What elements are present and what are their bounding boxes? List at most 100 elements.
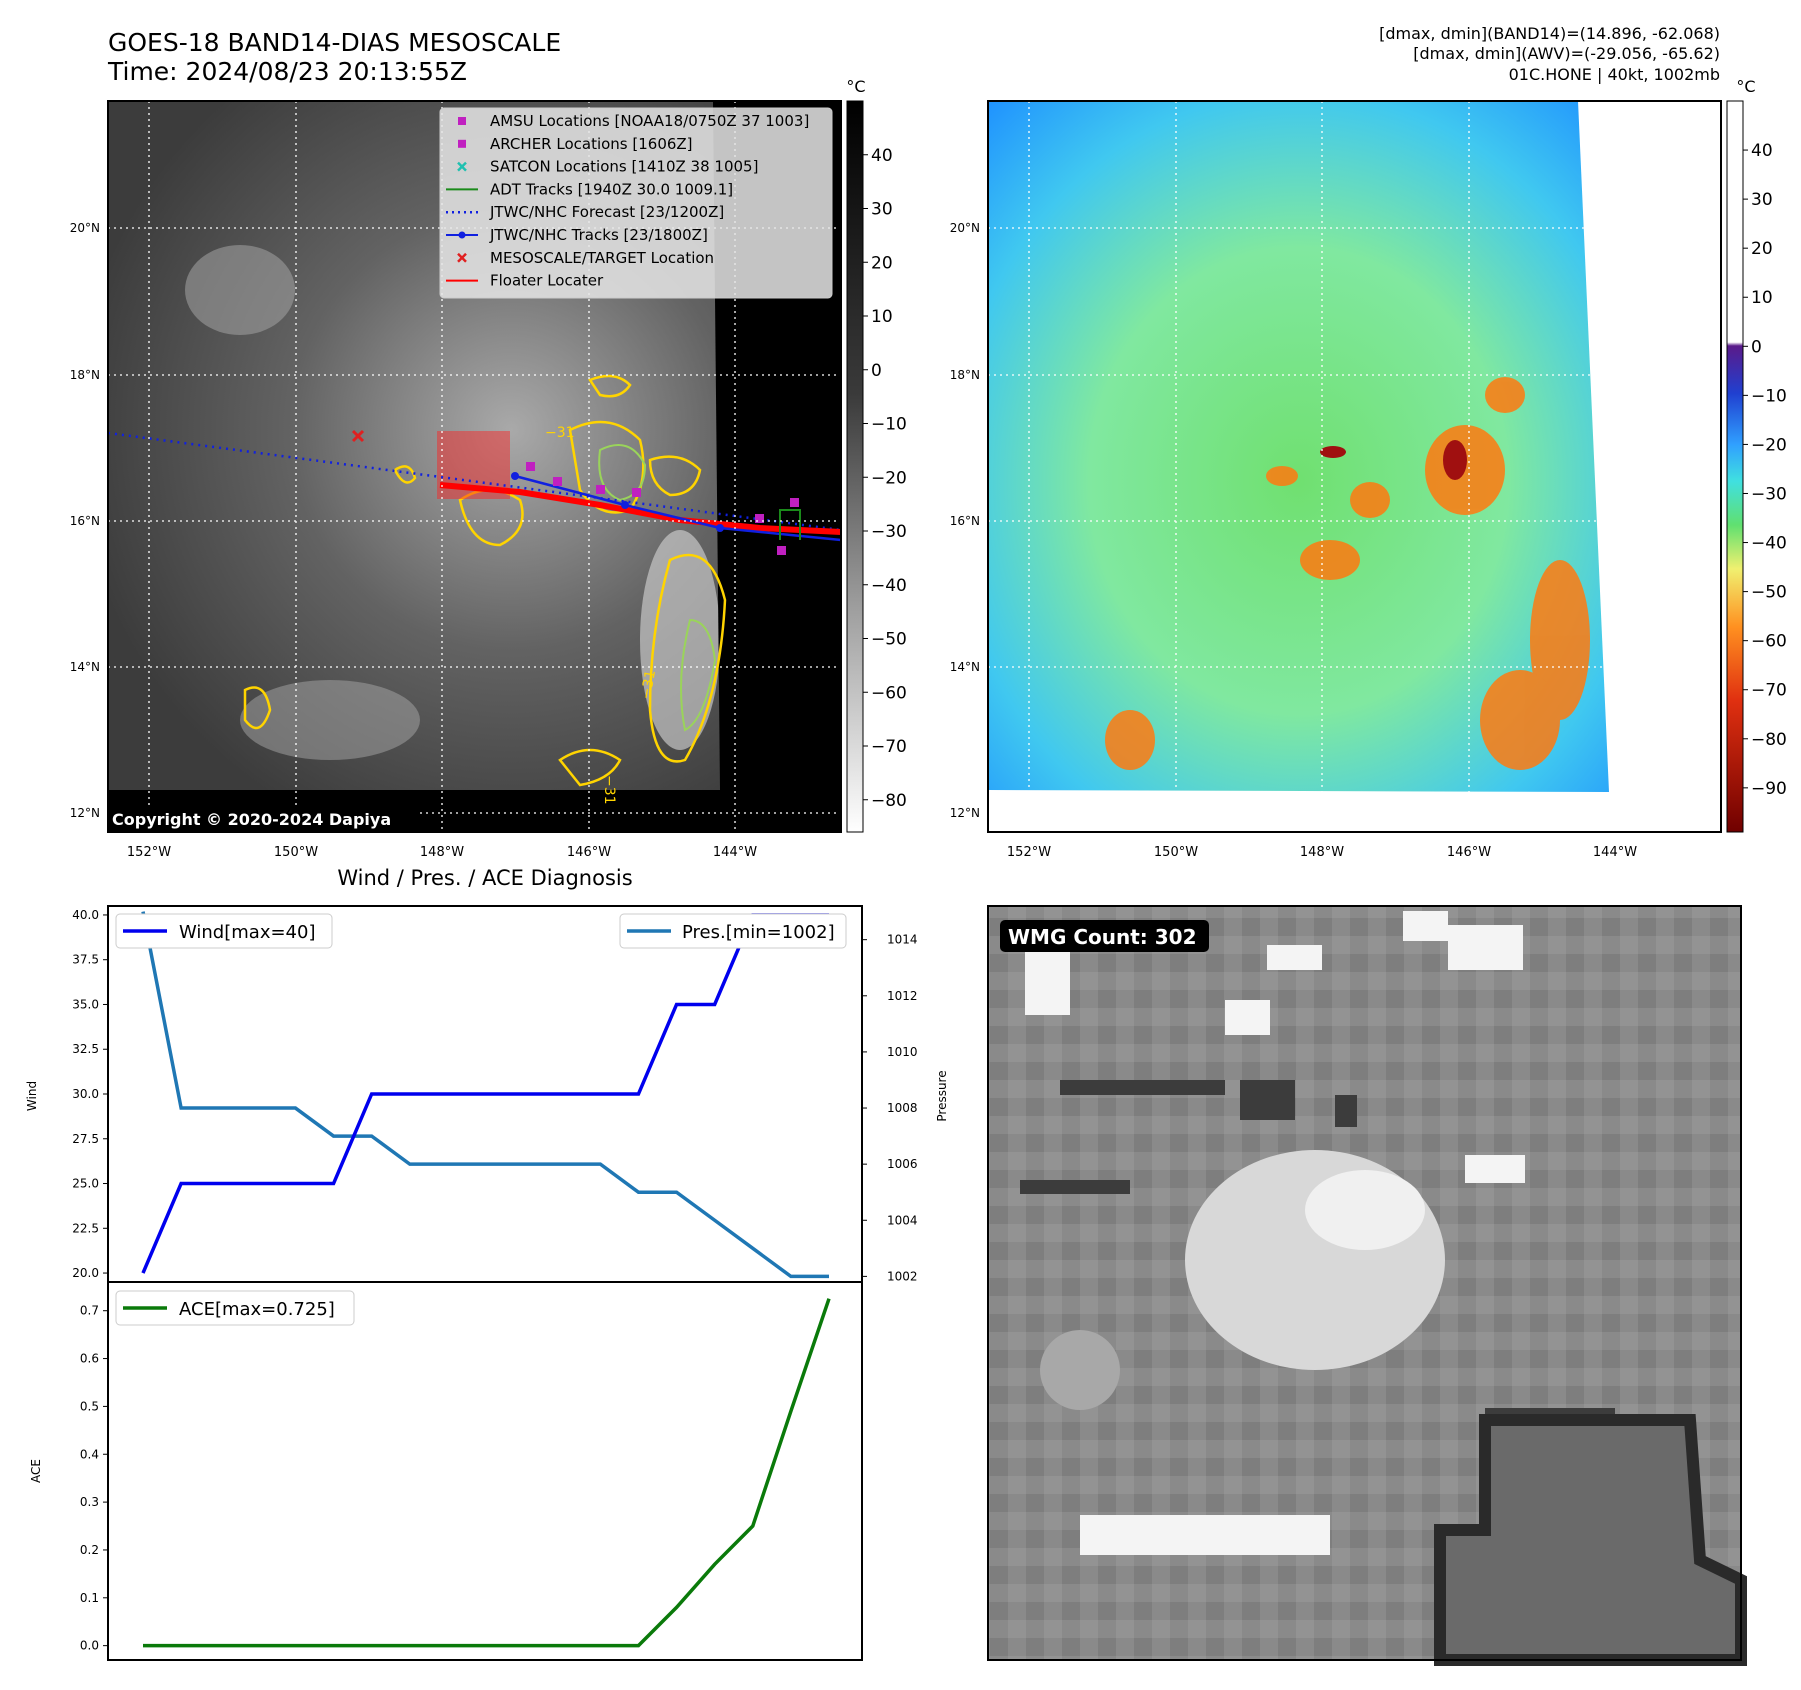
colorbar-tick-label: 20 [871,253,893,273]
legend-label: JTWC/NHC Forecast [23/1200Z] [489,203,724,221]
colorbar-tick-label: −60 [1751,632,1787,652]
colorbar-tick-label: 10 [1751,288,1773,308]
target-marker [351,429,365,443]
ace-ytick-label: 0.2 [80,1543,99,1557]
map-ticks: 20°N 20°N 18°N 18°N 16°N 16°N 14°N 14°N 12°N 12°N… [70,221,1637,860]
colorbar-tick-label: −20 [871,468,907,488]
track-point [511,472,519,480]
legend-label: Floater Locater [490,272,604,290]
contour-label: −31 [638,669,659,701]
wv-lat-tick: 16°N [950,514,980,528]
ir-lat-tick: 12°N [70,806,100,820]
legend-label: SATCON Locations [1410Z 38 1005] [490,158,758,176]
wind-ytick-label: 25.0 [72,1177,99,1191]
ace-chart: ACE 0.7 0.6 0.5 0.4 0.3 0.2 0.1 0.0 ACE[max=0.72… [29,1281,863,1661]
wv-colorbar-unit: °C [1736,77,1755,96]
ace-ytick-label: 0.3 [80,1495,99,1509]
pressure-ytick-label: 1008 [887,1101,918,1115]
ir-lon-tick: 152°W [127,845,171,860]
wv-lon-tick: 150°W [1154,845,1198,860]
colorbar-tick-label: −90 [1751,779,1787,799]
wv-panel: °C 40 30 20 10 0 −10 −20 −30 −40 −50 −60 −70 −80 −90 [987,77,1787,833]
ace-ytick-label: 0.0 [80,1639,99,1653]
ir-lon-tick: 148°W [420,845,464,860]
wv-lon-tick: 148°W [1300,845,1344,860]
colorbar-tick-label: −80 [1751,730,1787,750]
ace-legend-box [115,1290,355,1326]
pressure-legend-box [619,913,847,949]
wmg-count: WMG Count: 302 [1008,925,1197,949]
colorbar-tick-label: −70 [1751,681,1787,701]
wind-ytick-label: 32.5 [72,1042,99,1056]
legend-label: ADT Tracks [1940Z 30.0 1009.1] [490,180,733,198]
colorbar-tick-label: −40 [1751,534,1787,554]
ir-lon-tick: 144°W [713,845,757,860]
wv-colorbar: °C 40 30 20 10 0 −10 −20 −30 −40 −50 −60 −70 −80 −90 [1726,77,1787,833]
floater-track [439,482,842,535]
wv-lat-tick: 18°N [950,368,980,382]
wind-ytick-label: 30.0 [72,1087,99,1101]
adt-track [779,509,801,540]
wind-ytick-label: 35.0 [72,997,99,1011]
wv-field [988,101,1609,792]
colorbar-tick-label: −40 [871,576,907,596]
colorbar-tick-label: −20 [1751,435,1787,455]
ace-axis-label: ACE [29,1459,43,1483]
colorbar-tick-label: 30 [871,200,893,220]
colorbar-tick-label: −10 [1751,386,1787,406]
wv-lon-tick: 152°W [1007,845,1051,860]
wmg-panel: WMG Count: 302 [987,905,1747,1666]
colorbar-tick-label: −30 [1751,484,1787,504]
figure-title: GOES-18 BAND14-DIAS MESOSCALE [108,28,561,57]
ir-lat-tick: 18°N [70,368,100,382]
colorbar-tick-label: 10 [871,307,893,327]
colorbar-tick-label: −30 [871,522,907,542]
ir-colorbar-unit: °C [846,77,865,96]
legend-marker-square [458,117,466,125]
legend-marker-dot [458,231,466,239]
wind-series-line [141,913,829,1274]
diagnosis-title: Wind / Pres. / ACE Diagnosis [337,866,632,890]
ir-colorbar: °C 40 30 20 10 0 −10 −20 −30 −40 −50 −60 −70 −80 [846,77,907,833]
ace-legend-label: ACE[max=0.725] [179,1299,335,1320]
stats-band14: [dmax, dmin](BAND14)=(14.896, -62.068) [1379,24,1720,43]
contour-label: −31 [545,425,575,441]
ir-lat-tick: 16°N [70,514,100,528]
legend-label: ARCHER Locations [1606Z] [490,135,693,153]
colorbar-tick-label: −60 [871,683,907,703]
wind-axis-label: Wind [25,1081,39,1111]
stats-storm: 01C.HONE | 40kt, 1002mb [1509,65,1720,84]
wind-ytick-label: 37.5 [72,953,99,967]
wv-lon-tick: 144°W [1593,845,1637,860]
colorbar-tick-label: 0 [1751,337,1762,357]
ir-lat-tick: 20°N [70,221,100,235]
ir-contours [243,374,727,787]
ir-lat-tick: 14°N [70,660,100,674]
pressure-ytick-label: 1010 [887,1045,918,1059]
wv-gridlines [988,101,1721,832]
wv-colorbar-scale [1726,100,1744,833]
wmg-badge [1000,920,1209,952]
ir-panel: −31 −31 −31 AMSU Locations [NOAA18/0750Z… [107,77,907,833]
wv-lat-tick: 14°N [950,660,980,674]
ace-ytick-label: 0.1 [80,1591,99,1605]
pressure-axis-label: Pressure [935,1070,949,1121]
pressure-ytick-label: 1002 [887,1269,918,1283]
legend-label: AMSU Locations [NOAA18/0750Z 37 1003] [490,112,809,130]
colorbar-tick-label: −80 [871,791,907,811]
ir-lon-tick: 150°W [274,845,318,860]
pressure-ytick-label: 1004 [887,1213,918,1227]
ir-lon-tick: 146°W [567,845,611,860]
wind-ytick-label: 27.5 [72,1132,99,1146]
ace-ytick-label: 0.6 [80,1352,99,1366]
contour-label: −31 [601,775,617,805]
wind-legend-box [115,913,333,949]
wind-ytick-label: 22.5 [72,1221,99,1235]
legend-box [439,107,833,299]
wv-frame [987,100,1722,833]
wv-cold-cores [1320,440,1467,480]
wind-legend-label: Wind[max=40] [179,922,316,943]
legend-marker-x [457,252,467,263]
legend-marker-square [458,139,466,148]
